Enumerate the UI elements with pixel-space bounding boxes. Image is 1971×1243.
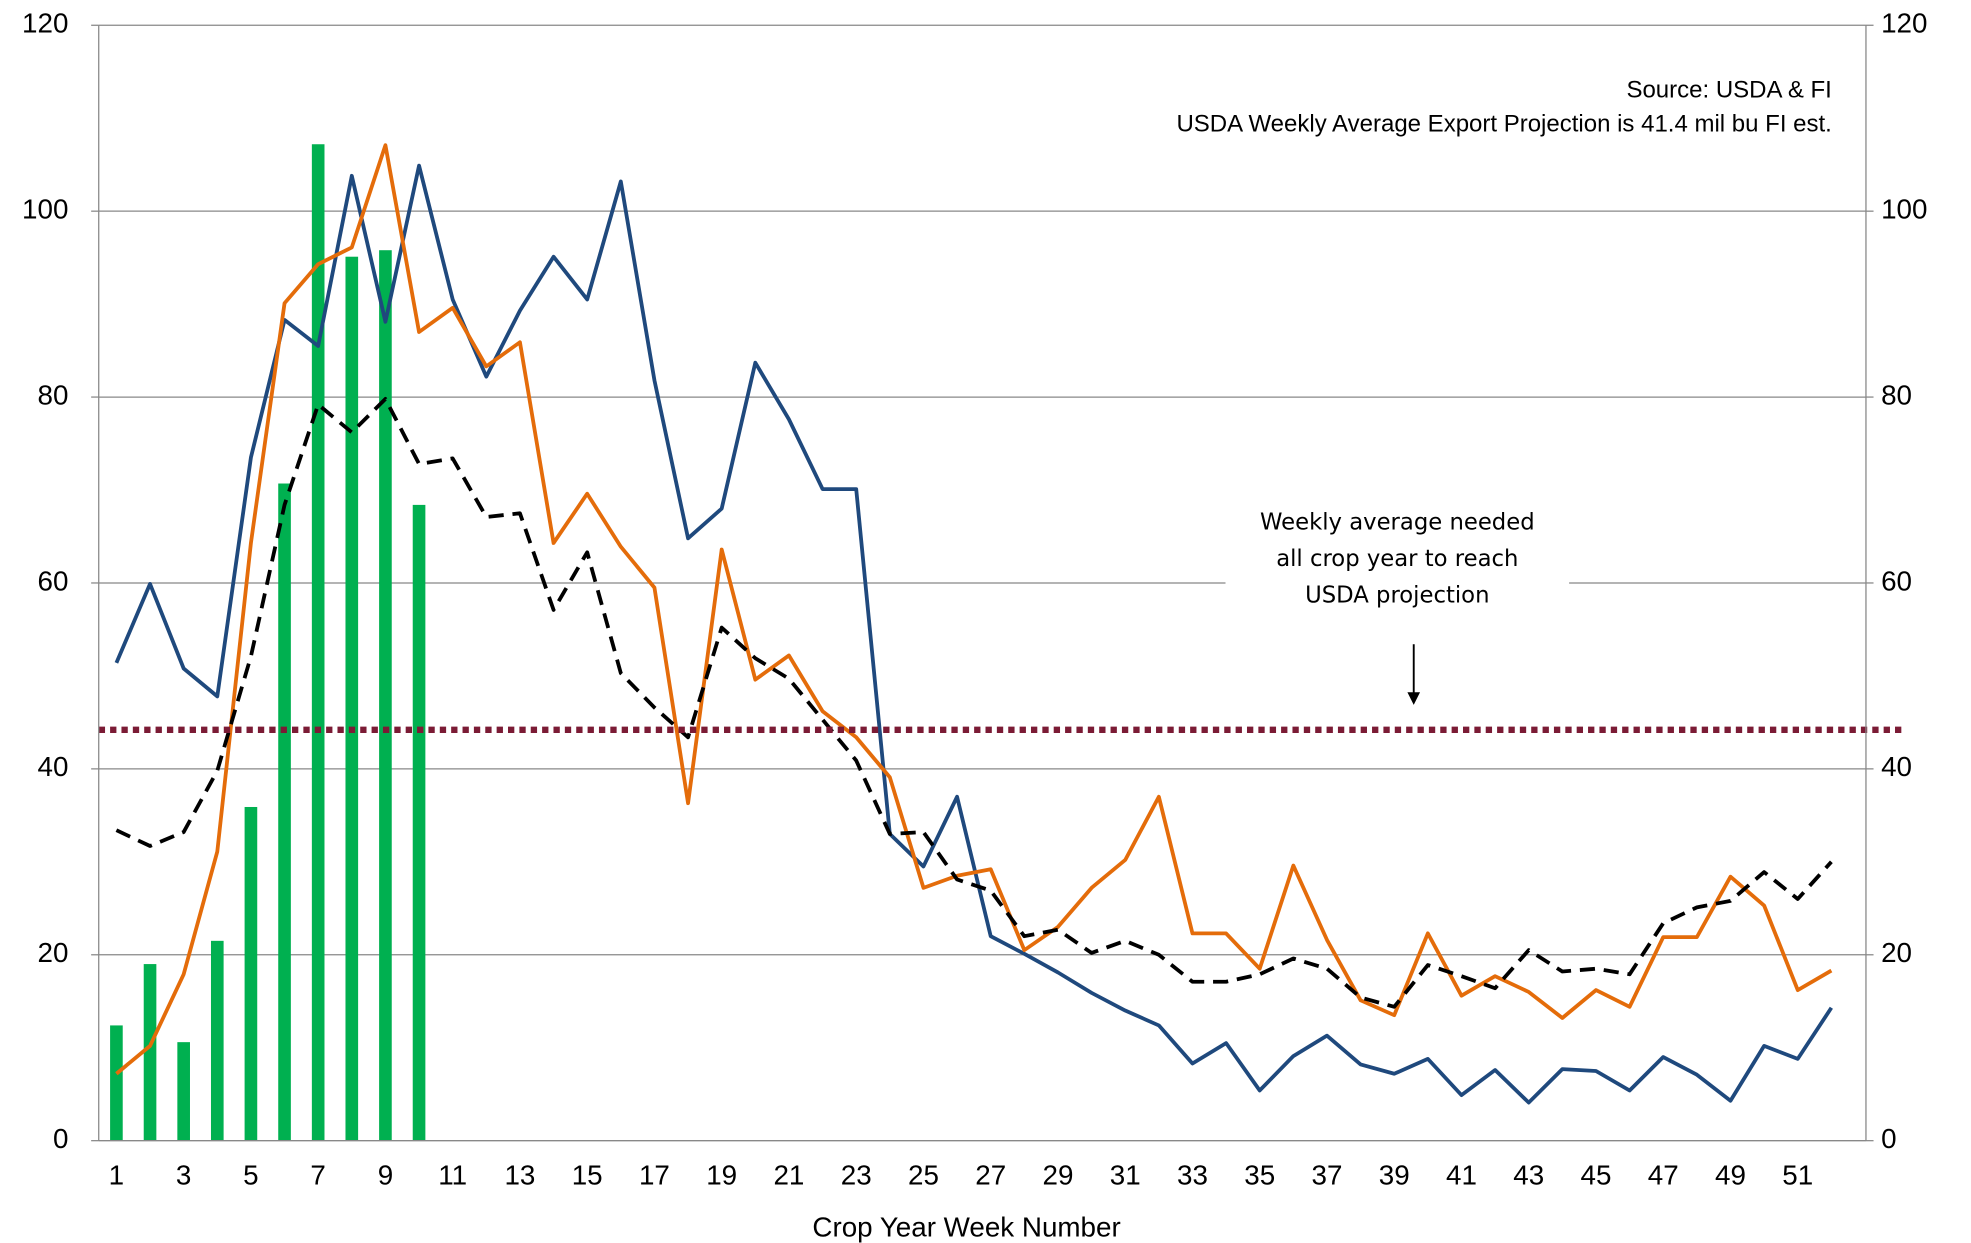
x-tick-label: 27 bbox=[975, 1160, 1006, 1191]
grid bbox=[98, 24, 1866, 1142]
y-tick-label: 0 bbox=[53, 1123, 68, 1154]
y-tick-label: 120 bbox=[22, 8, 68, 39]
x-tick-label: 43 bbox=[1513, 1160, 1544, 1191]
x-tick-label: 31 bbox=[1110, 1160, 1141, 1191]
y2-tick-label: 0 bbox=[1881, 1123, 1896, 1154]
x-tick-label: 11 bbox=[438, 1160, 467, 1191]
y2-tick-label: 100 bbox=[1881, 194, 1927, 225]
y-tick-label: 40 bbox=[38, 751, 69, 782]
x-tick-label: 19 bbox=[706, 1160, 737, 1191]
x-tick-label: 9 bbox=[378, 1160, 393, 1191]
marks bbox=[98, 143, 1906, 1141]
y-tick-label: 80 bbox=[38, 379, 69, 410]
y2-tick-label: 60 bbox=[1881, 565, 1912, 596]
x-tick-label: 25 bbox=[908, 1160, 939, 1191]
x-tick-label: 41 bbox=[1446, 1160, 1477, 1191]
annotation-box bbox=[1225, 502, 1570, 619]
x-tick-label: 15 bbox=[572, 1160, 603, 1191]
bar bbox=[412, 504, 426, 1141]
x-tick-label: 23 bbox=[841, 1160, 872, 1191]
y2-tick-label: 40 bbox=[1881, 751, 1912, 782]
x-axis-title: Crop Year Week Number bbox=[812, 1211, 1120, 1242]
x-tick-label: 5 bbox=[243, 1160, 258, 1191]
y-tick-label: 20 bbox=[38, 937, 69, 968]
annotation: Weekly average needed bbox=[1260, 509, 1535, 535]
y2-tick-label: 20 bbox=[1881, 937, 1912, 968]
x-tick-label: 37 bbox=[1312, 1160, 1343, 1191]
y2-tick-label: 80 bbox=[1881, 379, 1912, 410]
bar bbox=[244, 806, 258, 1141]
bar bbox=[278, 483, 291, 1141]
source-line: Source: USDA & FI bbox=[1626, 76, 1831, 103]
line bbox=[114, 163, 1833, 1105]
bar bbox=[110, 1025, 123, 1141]
source-line: USDA Weekly Average Export Projection is… bbox=[1176, 110, 1831, 137]
x-tick-label: 39 bbox=[1379, 1160, 1410, 1191]
bar bbox=[311, 144, 325, 1141]
y2-tick-label: 120 bbox=[1881, 8, 1927, 39]
bar bbox=[210, 940, 224, 1141]
bar bbox=[379, 250, 392, 1141]
x-tick-label: 45 bbox=[1581, 1160, 1612, 1191]
y-tick-label: 60 bbox=[38, 565, 69, 596]
bar bbox=[143, 964, 157, 1141]
x-tick-label: 51 bbox=[1782, 1160, 1813, 1191]
x-tick-label: 3 bbox=[176, 1160, 191, 1191]
line bbox=[115, 143, 1833, 1076]
line bbox=[115, 397, 1833, 1009]
x-tick-label: 1 bbox=[109, 1160, 124, 1191]
x-tick-label: 21 bbox=[773, 1160, 804, 1191]
annotation: all crop year to reach bbox=[1276, 546, 1518, 572]
x-tick-label: 7 bbox=[310, 1160, 325, 1191]
y-tick-label: 100 bbox=[22, 194, 68, 225]
x-tick-label: 35 bbox=[1244, 1160, 1275, 1191]
x-tick-label: 13 bbox=[504, 1160, 535, 1191]
annotation-arrowhead bbox=[1407, 692, 1421, 705]
x-tick-label: 33 bbox=[1177, 1160, 1208, 1191]
bar bbox=[345, 256, 359, 1141]
bar bbox=[177, 1042, 190, 1141]
x-tick-label: 17 bbox=[639, 1160, 670, 1191]
x-tick-label: 49 bbox=[1715, 1160, 1746, 1191]
x-tick-label: 29 bbox=[1043, 1160, 1074, 1191]
annotation: USDA projection bbox=[1305, 583, 1489, 609]
x-tick-label: 47 bbox=[1648, 1160, 1679, 1191]
